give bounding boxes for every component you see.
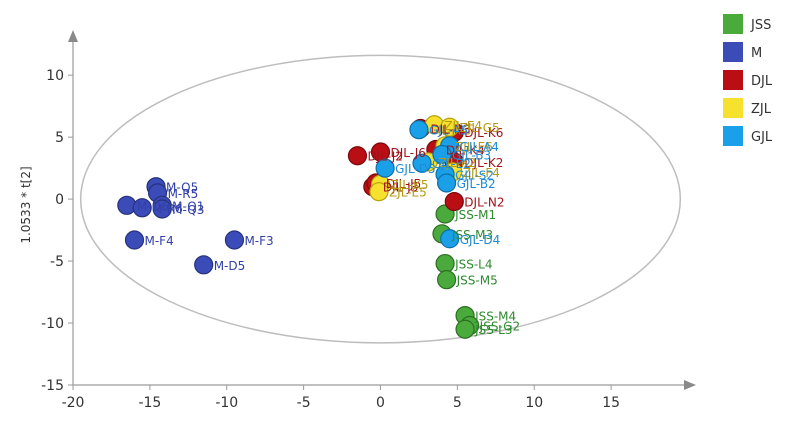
legend-label-gjl: GJL [751, 130, 773, 145]
hotelling-ellipse [79, 54, 682, 344]
point-label: ZJL-K5 [391, 178, 429, 192]
data-point-m [224, 230, 245, 250]
point-label: ZJL-K2 [438, 156, 476, 170]
point-label: ZJL-E4 [444, 119, 482, 133]
point-label: GJL-D5 [395, 162, 436, 176]
data-point-gjl [437, 173, 457, 193]
point-label: DJL-N2 [464, 196, 504, 210]
legend-label-jss: JSS [750, 18, 771, 33]
y-tick-label: -15 [41, 378, 64, 394]
point-label: M-Q1 [172, 199, 204, 213]
y-axis-arrow-icon [68, 30, 78, 42]
point-label: DJL-J2 [367, 150, 402, 164]
data-point-m [124, 230, 145, 250]
point-label: M-D5 [214, 259, 246, 273]
x-tick-label: 5 [453, 395, 462, 411]
point-label: M-Q5 [166, 181, 198, 195]
x-tick-label: 10 [525, 395, 543, 411]
legend-label-zjl: ZJL [751, 102, 772, 117]
point-label: GJL-S2 [455, 168, 494, 182]
point-label: GJL-B3 [452, 148, 491, 162]
legend-label-djl: DJL [751, 74, 773, 89]
data-point-djl [347, 146, 368, 166]
point-label: DJL-K2 [464, 156, 503, 170]
point-label: M-R6 [152, 202, 183, 216]
point-label: DJL-J5 [386, 177, 421, 191]
point-label: DJL-K6 [464, 126, 503, 140]
x-tick-label: 15 [602, 395, 620, 411]
legend-swatch-gjl [723, 126, 743, 146]
point-label: GJL-B2 [457, 177, 496, 191]
data-point-djl [444, 191, 464, 212]
point-label: DJL-N3 [430, 122, 470, 136]
point-label: JSS-M5 [456, 274, 498, 288]
x-tick-label: -5 [297, 395, 311, 411]
data-point-jss [435, 253, 455, 274]
y-axis-title: 1.0533 * t[2] [19, 166, 33, 243]
point-label: JSS-M3 [451, 228, 493, 242]
confidence-ellipse-layer [79, 54, 682, 344]
x-tick-label: 0 [376, 395, 385, 411]
y-tick-label: -10 [41, 316, 64, 332]
data-point-m [152, 199, 172, 219]
point-label: M-F3 [244, 234, 273, 248]
point-label: ZJL-G5 [460, 121, 500, 135]
point-label: JSS-L4 [454, 258, 492, 272]
point-label: DJL-J3 [383, 181, 418, 195]
x-tick-label: -20 [62, 395, 85, 411]
legend-swatch-zjl [723, 98, 743, 118]
point-label: GJL-E2 [432, 157, 471, 171]
point-label: DJL-J6 [391, 146, 426, 160]
y-tick-label: 10 [46, 68, 64, 84]
point-label: JSS-G2 [479, 320, 520, 334]
point-label: JSS-M4 [474, 310, 516, 324]
data-point-gjl [432, 144, 452, 165]
point-label: ZJL-E6 [455, 140, 493, 154]
point-label: GJL-D4 [460, 233, 501, 247]
legend-swatch-m [723, 42, 743, 62]
data-points [117, 115, 480, 339]
point-label: ZJL-F4 [463, 166, 500, 180]
point-label: M-F4 [145, 234, 174, 248]
point-label: JSS-L3 [474, 323, 512, 337]
y-tick-label: 0 [55, 192, 64, 208]
point-label: GJL-A4 [460, 140, 499, 154]
point-label: M-Q6 [137, 199, 169, 213]
point-label: DJL-K4 [446, 144, 485, 158]
point-label: GJL-A5 [429, 124, 468, 138]
point-label: ZJL-E5 [389, 186, 427, 200]
legend: JSS M DJL ZJL GJL [723, 14, 773, 146]
data-point-gjl [375, 158, 395, 178]
data-point-gjl [412, 153, 432, 173]
legend-swatch-jss [723, 14, 743, 34]
data-point-m [132, 198, 152, 218]
data-point-m [194, 255, 214, 275]
y-tick-label: -5 [50, 254, 64, 270]
data-point-zjl [369, 182, 389, 202]
point-label: M-R5 [168, 187, 199, 201]
data-point-gjl [440, 229, 460, 249]
data-point-jss [455, 319, 475, 339]
data-point-jss [437, 270, 457, 290]
legend-swatch-djl [723, 70, 743, 90]
legend-label-m: M [751, 46, 762, 61]
x-tick-label: -15 [138, 395, 161, 411]
data-point-gjl [409, 120, 429, 140]
point-label: M-Q3 [172, 203, 204, 217]
y-tick-label: 5 [55, 130, 64, 146]
point-label: JSS-M1 [454, 208, 496, 222]
x-tick-label: -10 [215, 395, 238, 411]
point-labels: JSS-M1 JSS-M3 JSS-L4 JSS-M5 JSS-M4JSS-G2JSS-… [137, 119, 520, 337]
x-axis-arrow-icon [684, 380, 696, 390]
